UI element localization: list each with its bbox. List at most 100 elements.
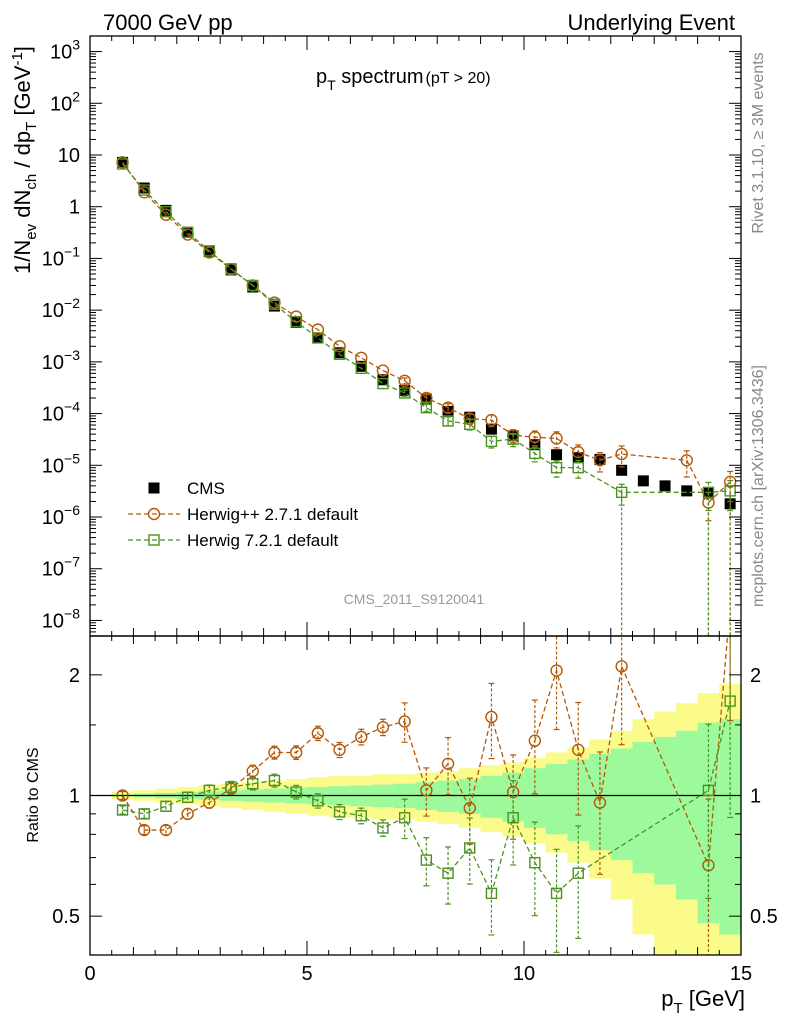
herwig-7-2-1-default-ratio-point (355, 810, 367, 822)
herwig-7-2-1-default-point (312, 332, 324, 344)
herwig-2-7-1-default-point (485, 413, 498, 427)
ratio-uncertainty-bands (111, 683, 742, 955)
herwig-2-7-1-default-point (420, 391, 433, 405)
herwig-7-2-1-default-point (333, 348, 346, 361)
cms-point (160, 204, 172, 216)
herwig-7-2-1-default-point (138, 184, 150, 196)
stat-uncertainty-band (545, 763, 568, 835)
herwig-7-2-1-default-ratio-point (225, 781, 237, 793)
x-axis-label: pT [GeV] (661, 986, 745, 1017)
header-left: 7000 GeV pp (103, 10, 233, 35)
herwig-7-2-1-default-point (485, 435, 498, 448)
ratio-y-label: Ratio to CMS (25, 747, 42, 842)
herwig-7-2-1-default-point (420, 401, 433, 414)
stat-uncertainty-band (632, 741, 655, 874)
tick-exp: −8 (64, 605, 80, 621)
tick-base: 10 (42, 248, 64, 270)
herwig-7-2-1-default-ratio-point (181, 791, 194, 803)
main-title-cut: (pT > 20) (426, 70, 491, 87)
herwig-2-7-1-default-ratio-point (333, 743, 346, 757)
ratio-y-tick-label-left: 2 (69, 665, 80, 687)
cms-point (182, 226, 194, 238)
herwig-7-2-1-default-ratio-point (203, 784, 216, 797)
cms-point (420, 393, 432, 405)
ratio-y-tick-label-left: 0.5 (52, 906, 80, 928)
herwig-7-2-1-default-point (398, 387, 411, 399)
tick-base: 10 (42, 507, 64, 529)
herwig-2-7-1-default-ratio-point (116, 789, 129, 802)
herwig-7-2-1-default-ratio-point (116, 804, 129, 816)
main-y-label: 1/Nev dNch / dpT [GeV-1] (9, 46, 40, 274)
main-y-tick-label: 10−5 (42, 450, 80, 477)
herwig-7-2-1-default-ratio-point (485, 887, 498, 900)
herwig-2-7-1-default-point (550, 432, 563, 445)
stat-uncertainty-band (437, 780, 460, 812)
herwig-2-7-1-default-ratio-point (376, 721, 390, 734)
herwig-7-2-1-default-ratio-point (138, 808, 150, 820)
herwig-7-2-1-default-ratio-point (247, 778, 259, 790)
main-y-tick-label: 10−4 (42, 399, 80, 426)
tick-exp: −1 (64, 243, 80, 259)
herwig-2-7-1-default-ratio-point (203, 796, 216, 809)
header-right: Underlying Event (567, 10, 735, 35)
herwig-2-7-1-default-point (311, 323, 325, 336)
herwig-2-7-1-default-point (441, 401, 455, 414)
herwig-2-7-1-default-ratio-point (355, 730, 368, 744)
legend: CMS Herwig++ 2.7.1 default Herwig 7.2.1 de… (128, 479, 358, 550)
source-label: mcplots.cern.ch [arXiv:1306.3436] (750, 365, 767, 607)
herwig-7-2-1-default-ratio-point (572, 867, 584, 879)
cms-point (464, 411, 476, 423)
herwig-7-2-1-default-point (247, 279, 259, 292)
rivet-version-label: Rivet 3.1.10, ≥ 3M events (750, 52, 767, 233)
main-y-tick-label: 10−2 (42, 295, 80, 322)
legend-marker-herwig-7-2-1-default (148, 534, 160, 546)
main-title: pT spectrum (pT > 20) (316, 66, 491, 93)
tick-base: 10 (50, 42, 72, 64)
tick-exp: −4 (64, 399, 80, 415)
herwig-2-7-1-default-ratio-point (420, 784, 433, 797)
herwig-2-7-1-default-point (593, 454, 607, 467)
herwig-2-7-1-default-ratio-point (246, 764, 259, 778)
cms-point (355, 360, 367, 372)
herwig-2-7-1-default-point (376, 364, 390, 377)
cms-point (268, 300, 280, 312)
herwig-7-2-1-default-point (529, 447, 541, 460)
herwig-7-2-1-default-point (724, 485, 736, 497)
cms-point (616, 464, 628, 476)
herwig-2-7-1-default-ratio-point (463, 801, 476, 815)
main-y-tick-label: 10−8 (42, 605, 80, 632)
herwig-7-2-1-default-point (572, 461, 584, 474)
analysis-watermark: CMS_2011_S9120041 (344, 591, 485, 607)
stat-uncertainty-band (610, 748, 633, 861)
tick-exp: −5 (64, 450, 80, 466)
tick-exp: −2 (64, 295, 80, 311)
cms-point (247, 281, 259, 293)
main-y-tick-label: 10−6 (42, 502, 80, 529)
tick-exp: 2 (72, 88, 80, 104)
cms-point (312, 332, 324, 344)
main-y-tick-label: 10−1 (42, 243, 80, 270)
stat-uncertainty-band (719, 719, 742, 935)
herwig-7-2-1-default-point (290, 315, 302, 328)
ratio-y-tick-label-left: 1 (69, 786, 80, 808)
x-tick-label: 15 (730, 963, 752, 985)
herwig-7-2-1-default-point (377, 377, 389, 390)
cms-point (637, 475, 649, 487)
main-y-tick-label: 1 (69, 197, 80, 219)
herwig-2-7-1-default-point (680, 454, 693, 467)
cms-point (377, 374, 389, 386)
main-y-tick-label: 102 (50, 88, 80, 115)
herwig-7-2-1-default-ratio-point (290, 786, 302, 798)
legend-label-herwig-2-7-1-default: Herwig++ 2.7.1 default (187, 505, 358, 524)
main-y-tick-label: 10 (58, 145, 80, 167)
herwig-7-2-1-default-point (225, 263, 237, 275)
tick-base: 10 (42, 610, 64, 632)
herwig-2-7-1-default-ratio-point (181, 807, 194, 821)
herwig-7-2-1-default-ratio-point (420, 854, 433, 866)
herwig-2-7-1-default-point (615, 447, 628, 461)
herwig-2-7-1-default-ratio-point (593, 796, 607, 809)
stat-uncertainty-band (697, 722, 720, 924)
tick-base: 10 (50, 93, 72, 115)
